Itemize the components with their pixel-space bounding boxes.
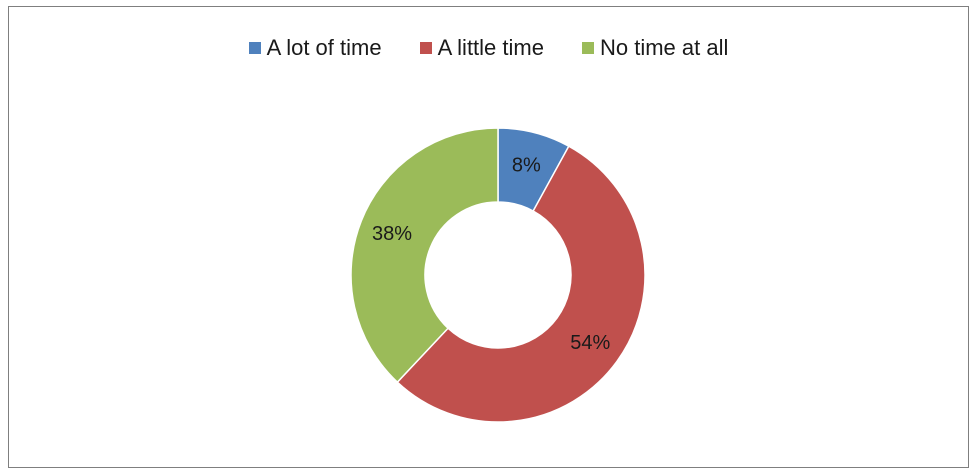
donut-chart: 8% 54% 38% — [350, 127, 646, 423]
legend-item-no-time-at-all: No time at all — [581, 35, 729, 60]
legend-swatch-a-little-time — [419, 42, 432, 54]
legend-label-a-lot-of-time: A lot of time — [266, 35, 382, 60]
legend-swatch-no-time-at-all — [581, 42, 594, 54]
chart-frame: A lot of time A little time No time at a… — [8, 6, 969, 468]
slice-a-little-time — [396, 145, 646, 423]
data-label-a-little-time: 54% — [570, 332, 610, 354]
legend-label-a-little-time: A little time — [437, 35, 544, 60]
legend: A lot of time A little time No time at a… — [9, 37, 968, 59]
slice-no-time-at-all — [350, 127, 499, 384]
data-label-no-time-at-all: 38% — [372, 223, 412, 245]
legend-item-a-lot-of-time: A lot of time — [248, 35, 382, 60]
legend-label-no-time-at-all: No time at all — [599, 35, 729, 60]
legend-swatch-a-lot-of-time — [248, 42, 261, 54]
data-label-a-lot-of-time: 8% — [512, 155, 541, 177]
legend-item-a-little-time: A little time — [419, 35, 544, 60]
